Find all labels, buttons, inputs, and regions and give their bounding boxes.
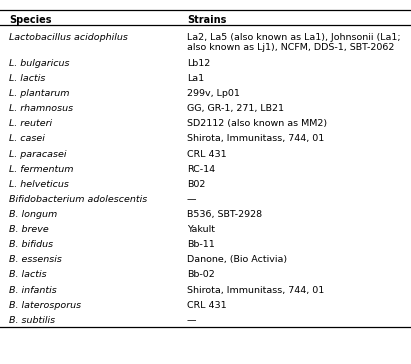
Text: B. breve: B. breve xyxy=(9,225,49,234)
Text: L. helveticus: L. helveticus xyxy=(9,180,69,189)
Text: 299v, Lp01: 299v, Lp01 xyxy=(187,89,240,98)
Text: L. lactis: L. lactis xyxy=(9,74,46,83)
Text: L. paracasei: L. paracasei xyxy=(9,150,67,159)
Text: Lb12: Lb12 xyxy=(187,59,210,68)
Text: Bb-02: Bb-02 xyxy=(187,270,215,280)
Text: L. plantarum: L. plantarum xyxy=(9,89,69,98)
Text: B. longum: B. longum xyxy=(9,210,57,219)
Text: B. lactis: B. lactis xyxy=(9,270,47,280)
Text: RC-14: RC-14 xyxy=(187,165,215,174)
Text: Species: Species xyxy=(9,15,51,24)
Text: B. infantis: B. infantis xyxy=(9,285,57,294)
Text: L. reuteri: L. reuteri xyxy=(9,119,52,128)
Text: Yakult: Yakult xyxy=(187,225,215,234)
Text: B02: B02 xyxy=(187,180,206,189)
Text: GG, GR-1, 271, LB21: GG, GR-1, 271, LB21 xyxy=(187,104,284,113)
Text: Shirota, Immunitass, 744, 01: Shirota, Immunitass, 744, 01 xyxy=(187,134,324,143)
Text: B536, SBT-2928: B536, SBT-2928 xyxy=(187,210,262,219)
Text: —: — xyxy=(187,195,196,204)
Text: Bifidobacterium adolescentis: Bifidobacterium adolescentis xyxy=(9,195,147,204)
Text: CRL 431: CRL 431 xyxy=(187,150,226,159)
Text: B. subtilis: B. subtilis xyxy=(9,316,55,325)
Text: Bb-11: Bb-11 xyxy=(187,240,215,249)
Text: —: — xyxy=(187,316,196,325)
Text: B. essensis: B. essensis xyxy=(9,255,62,264)
Text: CRL 431: CRL 431 xyxy=(187,301,226,310)
Text: B. laterosporus: B. laterosporus xyxy=(9,301,81,310)
Text: Lactobacillus acidophilus: Lactobacillus acidophilus xyxy=(9,33,128,42)
Text: Danone, (Bio Activia): Danone, (Bio Activia) xyxy=(187,255,287,264)
Text: B. bifidus: B. bifidus xyxy=(9,240,53,249)
Text: L. rhamnosus: L. rhamnosus xyxy=(9,104,73,113)
Text: L. casei: L. casei xyxy=(9,134,45,143)
Text: Strains: Strains xyxy=(187,15,226,24)
Text: SD2112 (also known as MM2): SD2112 (also known as MM2) xyxy=(187,119,327,128)
Text: La1: La1 xyxy=(187,74,204,83)
Text: L. bulgaricus: L. bulgaricus xyxy=(9,59,69,68)
Text: La2, La5 (also known as La1), Johnsonii (La1;
also known as Lj1), NCFM, DDS-1, S: La2, La5 (also known as La1), Johnsonii … xyxy=(187,33,401,52)
Text: L. fermentum: L. fermentum xyxy=(9,165,74,174)
Text: Shirota, Immunitass, 744, 01: Shirota, Immunitass, 744, 01 xyxy=(187,285,324,294)
